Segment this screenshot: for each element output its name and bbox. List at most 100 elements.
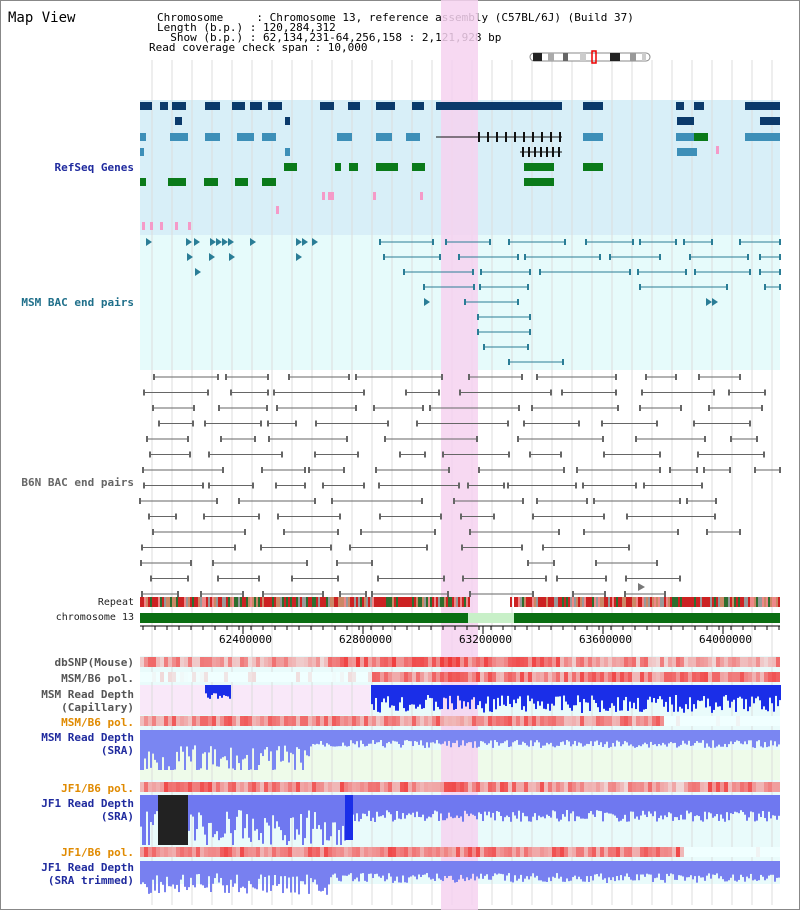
read-depth-bar [330, 795, 332, 837]
ideogram-band [533, 53, 542, 61]
polymorphism-cell [304, 657, 308, 667]
read-depth-bar [408, 795, 410, 814]
polymorphism-cell [724, 716, 728, 726]
gene-arrow [194, 238, 200, 246]
bac-end [291, 575, 293, 582]
polymorphism-cell [564, 716, 568, 726]
repeat-element [230, 597, 232, 607]
read-depth-bar [525, 685, 527, 712]
read-depth-bar [456, 730, 458, 741]
bac-end [453, 498, 455, 504]
polymorphism-cell [252, 657, 256, 667]
bac-end [434, 529, 436, 535]
read-depth-bar [312, 861, 314, 883]
polymorphism-cell [144, 782, 148, 792]
polymorphism-cell [764, 847, 768, 857]
bac-end [572, 591, 574, 597]
read-depth-bar [419, 685, 421, 705]
bac-end [561, 389, 563, 396]
read-depth-bar [324, 861, 326, 888]
polymorphism-cell [404, 847, 408, 857]
read-depth-bar [340, 795, 342, 845]
gene-feature [412, 102, 424, 110]
polymorphism-cell [212, 782, 216, 792]
read-depth-bar [770, 861, 772, 875]
polymorphism-cell [256, 672, 260, 682]
read-depth-bar [436, 861, 438, 874]
bac-end [761, 405, 763, 411]
repeat-element [190, 597, 192, 607]
bac-end [322, 482, 324, 489]
polymorphism-cell [424, 657, 428, 667]
polymorphism-cell [320, 782, 324, 792]
read-depth-bar [694, 861, 696, 877]
read-depth-bar [571, 685, 573, 711]
polymorphism-cell [176, 782, 180, 792]
polymorphism-cell [300, 672, 304, 682]
read-depth-bar [680, 795, 682, 815]
repeat-element [694, 597, 696, 607]
bac-end [283, 529, 285, 535]
read-depth-bar [228, 861, 230, 893]
repeat-element [446, 597, 448, 607]
polymorphism-cell [516, 672, 520, 682]
read-depth-bar [478, 795, 480, 813]
read-depth-bar [548, 795, 550, 816]
polymorphism-cell [704, 847, 708, 857]
polymorphism-cell [360, 782, 364, 792]
read-depth-bar [726, 795, 728, 813]
bac-end [764, 389, 766, 396]
read-depth-bar [393, 685, 395, 706]
polymorphism-cell [456, 657, 460, 667]
read-depth-bar [318, 730, 320, 745]
polymorphism-cell [560, 657, 564, 667]
read-depth-bar [164, 861, 166, 893]
gene-feature [140, 133, 146, 141]
read-depth-bar [214, 861, 216, 879]
read-depth-bar [220, 795, 222, 838]
repeat-element [390, 597, 392, 607]
read-depth-bar [606, 730, 608, 742]
polymorphism-cell [544, 847, 548, 857]
bac-end [542, 544, 544, 551]
bac-end [659, 467, 661, 473]
polymorphism-cell [176, 657, 180, 667]
polymorphism-cell [460, 657, 464, 667]
polymorphism-cell [164, 847, 168, 857]
read-depth-bar [642, 795, 644, 811]
read-depth-bar [490, 795, 492, 818]
repeat-element [536, 597, 538, 607]
repeat-element [770, 597, 772, 607]
read-depth-bar [282, 795, 284, 841]
read-depth-bar [587, 685, 589, 703]
read-depth-bar [234, 795, 236, 831]
polymorphism-cell [556, 847, 560, 857]
repeat-element [274, 597, 276, 607]
read-depth-bar [342, 795, 344, 826]
read-depth-bar [534, 795, 536, 814]
read-depth-bar [524, 795, 526, 817]
repeat-element [386, 597, 388, 607]
read-depth-bar [244, 861, 246, 889]
polymorphism-cell [556, 657, 560, 667]
bac-end [149, 451, 151, 458]
polymorphism-cell [448, 657, 452, 667]
read-depth-bar [581, 685, 583, 713]
bac-end [686, 498, 688, 504]
polymorphism-cell [144, 672, 148, 682]
gene-minor-feature [716, 146, 719, 154]
bac-end [473, 284, 475, 290]
read-depth-bar [495, 685, 497, 710]
repeat-element [630, 597, 632, 607]
polymorphism-cell [316, 847, 320, 857]
polymorphism-cell [720, 847, 724, 857]
bac-end [467, 482, 469, 489]
polymorphism-cell [768, 716, 772, 726]
read-depth-bar [510, 861, 512, 882]
read-depth-bar [524, 730, 526, 744]
repeat-element [384, 597, 386, 607]
bac-end [582, 482, 584, 489]
polymorphism-cell [488, 716, 492, 726]
polymorphism-cell [756, 657, 760, 667]
